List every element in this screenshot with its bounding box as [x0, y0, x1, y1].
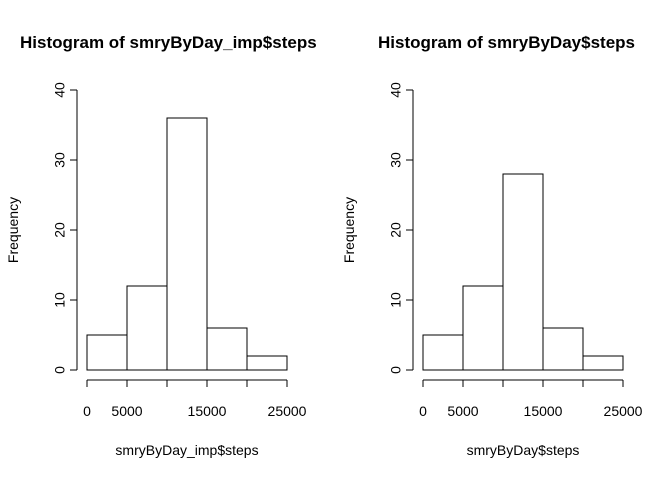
y-tick-label: 30	[388, 152, 404, 168]
x-tick-label: 15000	[188, 403, 227, 419]
y-tick-label: 40	[52, 82, 68, 98]
chart-title: Histogram of smryByDay$steps	[378, 33, 635, 52]
y-tick-label: 30	[52, 152, 68, 168]
y-tick-label: 10	[388, 292, 404, 308]
chart-title: Histogram of smryByDay_imp$steps	[20, 33, 317, 52]
y-axis-label: Frequency	[5, 197, 21, 263]
y-tick-label: 10	[52, 292, 68, 308]
histogram-bar	[502, 173, 544, 371]
x-tick-label: 0	[419, 403, 427, 419]
histogram-bar	[166, 117, 208, 371]
x-tick-label: 25000	[604, 403, 643, 419]
x-tick-label: 5000	[447, 403, 478, 419]
histogram-bar	[206, 327, 248, 371]
histogram-panel-original: Histogram of smryByDay$steps 0 10 20 30 40 0 50…	[341, 33, 643, 458]
histogram-bar	[462, 285, 504, 371]
histogram-bar	[542, 327, 584, 371]
histogram-bar	[86, 334, 128, 371]
histogram-bar	[126, 285, 168, 371]
histogram-bar	[422, 334, 464, 371]
x-tick-label: 5000	[111, 403, 142, 419]
y-tick-label: 40	[388, 82, 404, 98]
x-axis-label: smryByDay$steps	[467, 442, 580, 458]
histogram-panel-imputed: Histogram of smryByDay_imp$steps 0 10 20 30 4…	[5, 33, 317, 458]
x-tick-label: 0	[83, 403, 91, 419]
y-tick-label: 0	[388, 366, 404, 374]
histogram-bar	[582, 355, 624, 371]
histogram-bar	[246, 355, 288, 371]
x-tick-label: 25000	[268, 403, 307, 419]
y-tick-label: 20	[52, 222, 68, 238]
y-tick-label: 0	[52, 366, 68, 374]
y-tick-label: 20	[388, 222, 404, 238]
x-axis-label: smryByDay_imp$steps	[115, 442, 258, 458]
y-axis-label: Frequency	[341, 197, 357, 263]
x-tick-label: 15000	[524, 403, 563, 419]
